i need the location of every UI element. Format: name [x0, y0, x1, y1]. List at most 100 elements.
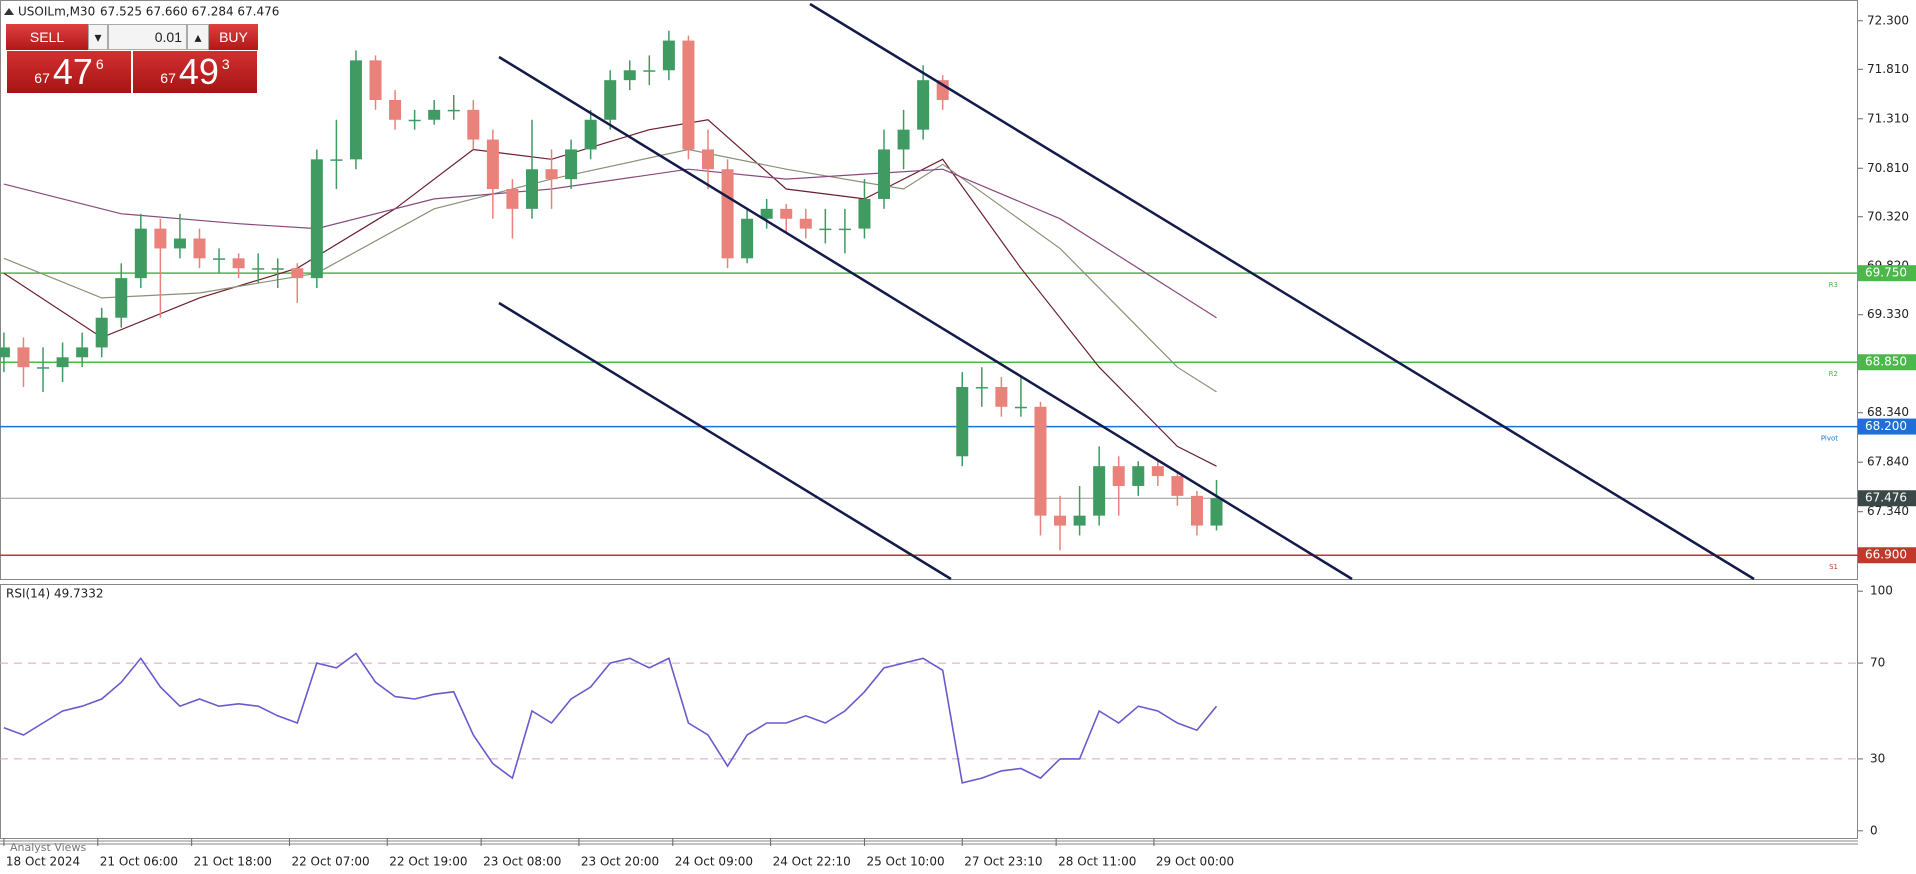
moving-average	[3, 119, 1217, 467]
x-tick-label: 23 Oct 20:00	[581, 855, 659, 869]
x-tick-label: 24 Oct 22:10	[773, 855, 851, 869]
rsi-line	[3, 652, 1218, 784]
y-tick-label: 70.320	[1867, 209, 1909, 223]
candle-body	[799, 218, 812, 229]
price-prefix: 67	[34, 70, 50, 86]
x-tick-label: 21 Oct 18:00	[194, 855, 272, 869]
candle-body	[760, 208, 773, 219]
level-tag: R2	[1829, 370, 1838, 378]
x-tick-label: 27 Oct 23:10	[964, 855, 1042, 869]
x-tick-label: 21 Oct 06:00	[100, 855, 178, 869]
current-price-box	[1858, 490, 1916, 507]
trend-line	[498, 55, 1353, 581]
candle-body	[838, 228, 851, 231]
candle-body	[1054, 515, 1067, 526]
price-prefix: 67	[160, 70, 176, 86]
x-tick-label: 22 Oct 19:00	[389, 855, 467, 869]
x-tick-label: 28 Oct 11:00	[1058, 855, 1136, 869]
candle-body	[1210, 498, 1223, 526]
candle-body	[428, 109, 441, 120]
x-tick-label: 24 Oct 09:00	[675, 855, 753, 869]
candle-body	[858, 198, 871, 229]
candle-body	[447, 109, 460, 112]
candle-body	[545, 169, 558, 180]
ohlc-info: 67.525 67.660 67.284 67.476	[100, 5, 279, 19]
candle-body	[604, 80, 617, 120]
candle-body	[584, 119, 597, 150]
candle-body	[1171, 476, 1184, 496]
x-tick-label: 25 Oct 10:00	[866, 855, 944, 869]
candle-body	[525, 169, 538, 209]
level-tag: S1	[1829, 563, 1838, 571]
y-tick-label: 0	[1870, 823, 1878, 837]
candle-body	[467, 109, 480, 140]
candle-body	[232, 258, 245, 269]
collapse-icon[interactable]	[4, 8, 14, 15]
candle-body	[682, 40, 695, 150]
candle-body	[173, 238, 186, 249]
candle-body	[154, 228, 167, 249]
buy-price[interactable]: 67 49 3	[132, 50, 258, 94]
price-suffix: 3	[221, 56, 230, 72]
price-main: 49	[178, 51, 219, 92]
volume-input[interactable]: 0.01	[108, 24, 187, 50]
candle-body	[291, 268, 304, 279]
analyst-views[interactable]: Analyst Views	[10, 841, 86, 854]
candle-body	[995, 386, 1008, 407]
candle-body	[408, 119, 421, 122]
level-label: 68.200	[1865, 419, 1907, 433]
trade-panel: SELL ▾ 0.01 ▴ BUY 67 47 6 67 49 3	[6, 24, 258, 94]
y-tick-label: 100	[1870, 584, 1893, 598]
candle-body	[662, 40, 675, 71]
sell-price[interactable]: 67 47 6	[6, 50, 132, 94]
candle-body	[1034, 406, 1047, 516]
rsi-panel	[0, 584, 1858, 839]
level-tag: R3	[1829, 281, 1838, 289]
candle-body	[819, 228, 832, 231]
candle-body	[271, 268, 284, 270]
volume-up[interactable]: ▴	[187, 24, 209, 50]
candle-body	[310, 159, 323, 279]
candle-body	[565, 149, 578, 180]
candle-body	[741, 218, 754, 259]
level-label: 69.750	[1865, 266, 1907, 280]
trend-line	[809, 2, 1755, 581]
candle-body	[721, 169, 734, 259]
y-tick-label: 69.330	[1867, 307, 1909, 321]
candle-body	[1093, 466, 1106, 516]
trade-row: SELL ▾ 0.01 ▴ BUY	[6, 24, 258, 50]
volume-down[interactable]: ▾	[88, 24, 108, 50]
y-tick-label: 68.340	[1867, 405, 1909, 419]
candle-body	[252, 268, 265, 270]
candle-body	[1014, 406, 1027, 409]
level-label-box	[1858, 418, 1916, 435]
candle-body	[701, 149, 714, 170]
y-tick-label: 71.810	[1867, 62, 1909, 76]
y-tick-label: 70	[1870, 656, 1885, 670]
y-tick-label: 30	[1870, 751, 1885, 765]
candle-body	[956, 386, 969, 457]
candle-body	[486, 139, 499, 190]
sell-button[interactable]: SELL	[6, 24, 88, 50]
candle-body	[134, 228, 147, 279]
candle-body	[369, 60, 382, 100]
candle-body	[878, 149, 891, 199]
candle-body	[37, 367, 50, 369]
moving-average	[3, 168, 1217, 319]
candle-body	[95, 317, 108, 348]
x-tick-label: 23 Oct 08:00	[483, 855, 561, 869]
candle-body	[1190, 495, 1203, 526]
level-label-box	[1858, 265, 1916, 282]
candle-body	[17, 347, 30, 368]
buy-button[interactable]: BUY	[209, 24, 258, 50]
candle-body	[917, 80, 930, 130]
candle-body	[780, 208, 793, 219]
candle-body	[213, 258, 226, 260]
x-tick-label: 18 Oct 2024	[6, 855, 80, 869]
x-tick-label: 22 Oct 07:00	[291, 855, 369, 869]
price-main: 47	[52, 51, 93, 92]
candle-body	[506, 189, 519, 209]
candle-body	[349, 60, 362, 160]
candle-body	[643, 70, 656, 72]
